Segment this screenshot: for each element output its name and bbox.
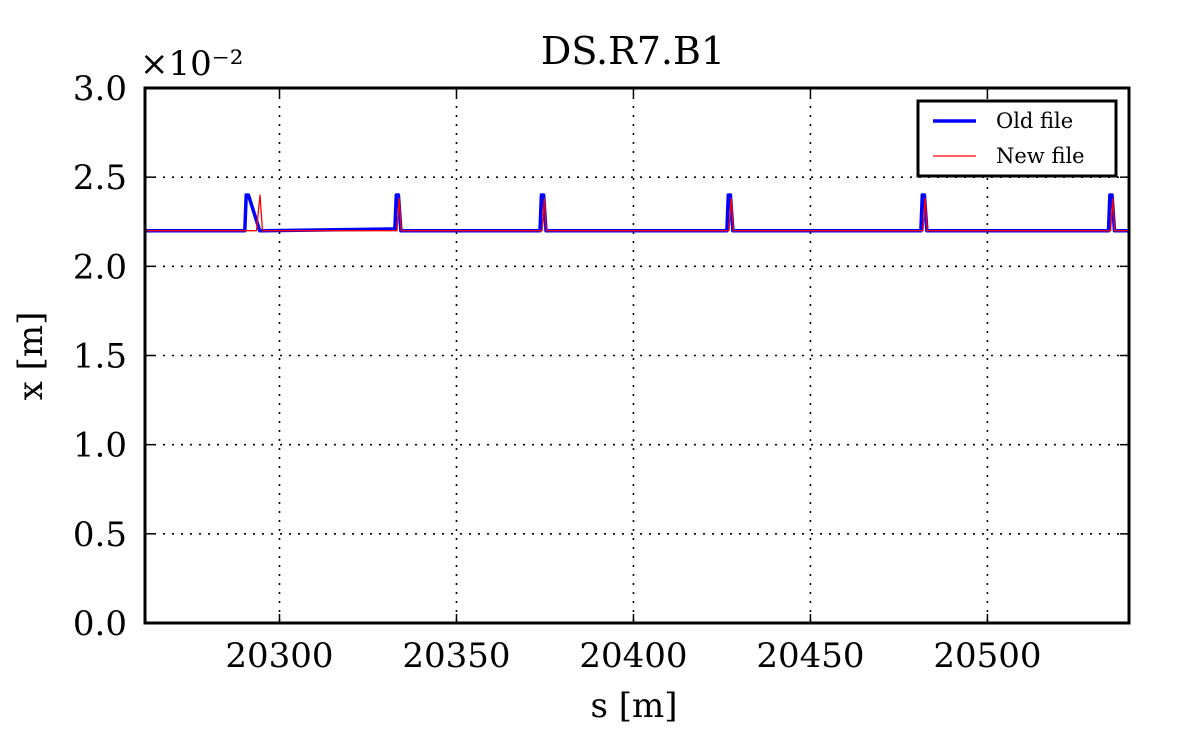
x-axis-title: s [m] <box>590 686 677 726</box>
tick-labels: 20300 20350 20400 20450 20500 0.0 0.5 1.0 1.5 2.0… <box>73 69 1042 676</box>
y-tick-label: 1.0 <box>73 426 127 466</box>
y-tick-label: 2.0 <box>73 247 127 287</box>
legend: Old file New file <box>916 99 1118 178</box>
y-tick-label: 0.5 <box>73 515 127 555</box>
ticks <box>145 87 1129 624</box>
y-tick-label: 3.0 <box>73 69 127 109</box>
x-tick-label: 20400 <box>579 636 687 676</box>
x-tick-label: 20500 <box>933 636 1041 676</box>
legend-box <box>916 99 1118 178</box>
y-offset-label: ×10⁻² <box>140 44 243 84</box>
x-tick-label: 20350 <box>402 636 510 676</box>
y-tick-label: 1.5 <box>73 337 127 377</box>
y-tick-label: 0.0 <box>73 604 127 644</box>
x-tick-label: 20450 <box>756 636 864 676</box>
x-tick-label: 20300 <box>225 636 333 676</box>
y-tick-label: 2.5 <box>73 158 127 198</box>
legend-label-old-file: Old file <box>996 109 1073 133</box>
legend-label-new-file: New file <box>996 144 1085 168</box>
y-axis-title: x [m] <box>11 312 51 401</box>
series-line-new-file <box>145 194 1129 232</box>
series-layer <box>145 193 1129 233</box>
chart-title: DS.R7.B1 <box>541 29 725 73</box>
